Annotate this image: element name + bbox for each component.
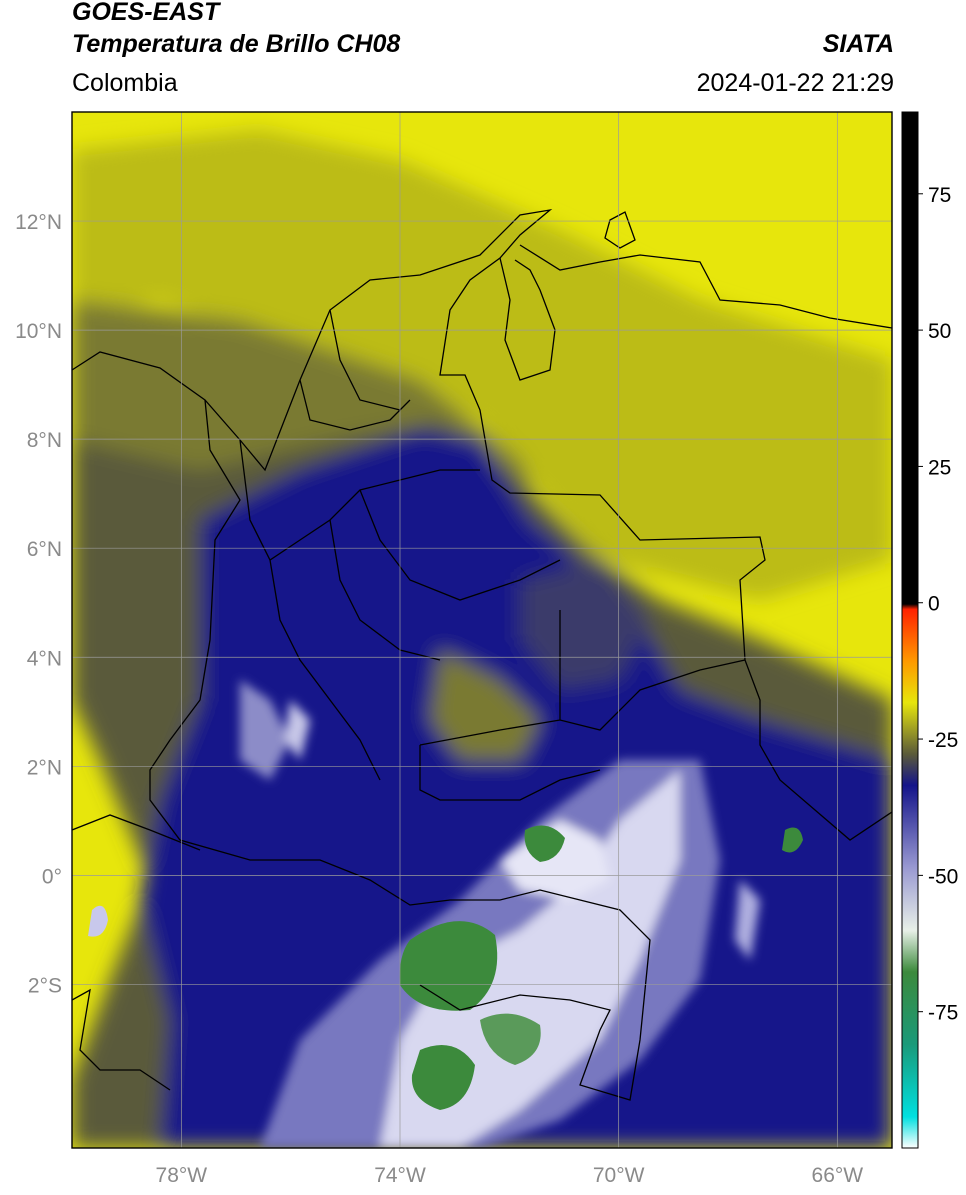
lon-tick-labels: 78°W 74°W 70°W 66°W xyxy=(156,1164,864,1187)
paraguana-outline xyxy=(604,211,636,249)
cloud-core-white-north xyxy=(500,820,610,900)
lat-tick-label: 4°N xyxy=(27,647,62,670)
grid-lines xyxy=(72,112,892,1148)
lon-tick-label: 78°W xyxy=(156,1164,208,1187)
coldest-top-green-4 xyxy=(524,825,565,862)
dept-line-3 xyxy=(329,519,441,661)
lat-tick-label: 6°N xyxy=(27,538,62,561)
llanos-olive-patch xyxy=(430,650,540,760)
colorbar-tick-label: 0 xyxy=(928,593,940,616)
imagery-layer xyxy=(72,112,892,1148)
dept-line-4 xyxy=(359,489,561,601)
agency-label: SIATA xyxy=(822,30,894,58)
lat-tick-label: 12°N xyxy=(15,211,62,234)
colorbar-tick-label: -25 xyxy=(928,729,958,752)
coldest-top-green-5 xyxy=(782,827,803,853)
colorbar-tick-label: 25 xyxy=(928,456,951,479)
lat-tick-label: 2°S xyxy=(28,974,62,997)
lat-tick-label: 2°N xyxy=(27,756,62,779)
maracaibo-lake-outline xyxy=(499,257,556,381)
right-header: SIATA 2024-01-22 21:29 xyxy=(697,28,894,100)
colorbar-tick-label: 50 xyxy=(928,320,951,343)
colorbar-tick-labels: 75 50 25 0 -25 -50 -75 xyxy=(918,184,958,1025)
lon-tick-label: 74°W xyxy=(374,1164,426,1187)
region-label: Colombia xyxy=(72,69,178,97)
lat-tick-label: 0° xyxy=(42,865,62,888)
pacific-cloud-cell xyxy=(88,905,108,937)
andes-blue-streak xyxy=(240,680,290,780)
colorbar-tick-label: -75 xyxy=(928,1002,958,1025)
ecuador-boundary xyxy=(72,814,201,851)
title-block: GOES-EAST Temperatura de Brillo CH08 Col… xyxy=(72,0,400,100)
colombia-venezuela-guaviare xyxy=(419,659,746,746)
satellite-title: GOES-EAST xyxy=(72,0,220,26)
colombia-south-boundary xyxy=(149,399,651,1101)
coldest-top-green-2 xyxy=(411,1045,475,1110)
coldest-top-green-3 xyxy=(480,1013,541,1065)
colorbar xyxy=(901,111,919,1149)
olive-haze-band xyxy=(72,130,892,600)
lon-tick-label: 66°W xyxy=(812,1164,864,1187)
boundary-lines xyxy=(72,208,892,1101)
product-title: Temperatura de Brillo CH08 xyxy=(72,30,401,58)
vaupes-boundary xyxy=(419,745,601,801)
venezuela-coast xyxy=(519,244,892,329)
datetime-label: 2024-01-22 21:29 xyxy=(696,69,894,97)
lat-tick-label: 10°N xyxy=(15,320,62,343)
colorbar-tick-label: -50 xyxy=(928,865,958,888)
dept-line-5 xyxy=(299,379,411,431)
cold-cloud-navy xyxy=(140,430,892,1148)
coldest-top-green-1 xyxy=(399,921,498,1011)
dept-line-2 xyxy=(269,559,381,781)
amazon-light-streak xyxy=(735,880,760,960)
lat-tick-labels: 12°N 10°N 8°N 6°N 4°N 2°N 0° 2°S xyxy=(15,211,62,997)
andes-light-streak xyxy=(285,700,310,760)
map-frame xyxy=(71,111,893,1149)
dept-line-6 xyxy=(329,309,401,411)
peru-coast xyxy=(72,988,171,1091)
colorbar-tick-label: 75 xyxy=(928,184,951,207)
lon-tick-label: 70°W xyxy=(593,1164,645,1187)
lat-tick-label: 8°N xyxy=(27,429,62,452)
colombia-north-boundary xyxy=(72,208,892,841)
